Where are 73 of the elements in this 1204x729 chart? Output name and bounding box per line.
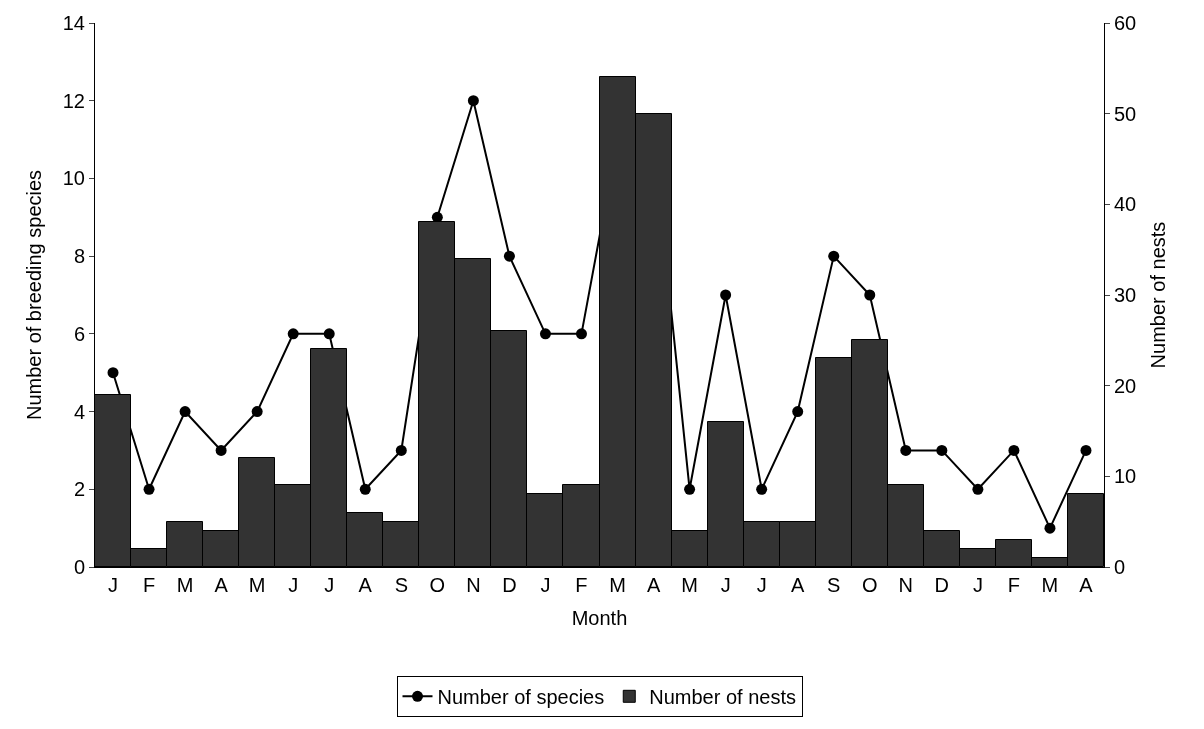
y-tick-label: 6: [73, 322, 85, 345]
point: [251, 406, 263, 418]
x-tick-label: A: [791, 574, 806, 596]
x-tick-label: O: [861, 574, 878, 596]
point: [828, 250, 840, 262]
y-tick-label: 4: [73, 400, 85, 423]
point: [179, 406, 191, 418]
y2-axis-title: Number of nests: [1146, 221, 1169, 369]
y2-tick-label: 60: [1114, 12, 1137, 34]
x-tick-label: F: [142, 574, 156, 596]
y-tick-label: 12: [62, 89, 85, 112]
x-tick-label: A: [1079, 574, 1094, 596]
y-tick-label: 14: [62, 12, 85, 34]
point: [1044, 522, 1056, 534]
y2-tick-label: 30: [1114, 284, 1137, 306]
x-tick-label: N: [898, 574, 914, 596]
x-tick-label: M: [176, 574, 194, 596]
x-tick-label: D: [502, 574, 517, 596]
x-tick-label: J: [288, 574, 299, 596]
x-tick-label: O: [429, 574, 446, 596]
point: [575, 328, 587, 340]
legend-label: Number of nests: [649, 686, 796, 709]
x-tick-label: S: [827, 574, 841, 596]
x-tick-label: J: [720, 574, 731, 596]
x-tick-label: M: [248, 574, 266, 596]
y2-tick-label: 10: [1114, 465, 1137, 488]
x-tick-label: S: [394, 574, 408, 596]
point: [900, 444, 912, 456]
y2-tick-label: 50: [1114, 102, 1137, 125]
x-tick-label: F: [1007, 574, 1021, 596]
point: [287, 328, 299, 340]
y2-tick-label: 0: [1114, 556, 1126, 578]
x-tick-label: J: [756, 574, 767, 596]
x-tick-label: M: [1041, 574, 1059, 596]
point: [684, 483, 696, 495]
y-tick-label: 10: [62, 167, 85, 190]
x-tick-label: D: [934, 574, 950, 596]
y-tick-label: 0: [73, 556, 85, 578]
point: [395, 444, 407, 456]
point: [143, 483, 155, 495]
x-tick-label: F: [575, 574, 588, 596]
point: [503, 250, 515, 262]
point: [756, 483, 768, 495]
point: [215, 444, 227, 456]
y2-tick-label: 40: [1114, 193, 1137, 216]
x-tick-label: A: [646, 574, 661, 596]
x-tick-label: J: [324, 574, 335, 596]
point: [720, 289, 732, 301]
y-tick-label: 2: [73, 478, 85, 501]
point: [1008, 444, 1020, 456]
x-axis-title: Month: [571, 606, 628, 629]
point: [972, 483, 984, 495]
y-tick-label: 8: [73, 245, 85, 268]
x-tick-label: M: [681, 574, 698, 596]
point: [107, 367, 119, 379]
legend-label: Number of species: [437, 686, 605, 709]
point: [323, 328, 335, 340]
point: [792, 406, 804, 418]
x-tick-label: J: [540, 574, 551, 596]
point: [359, 483, 371, 495]
x-tick-label: N: [466, 574, 481, 596]
point: [864, 289, 876, 301]
x-tick-label: J: [108, 574, 119, 596]
y-axis-title: Number of breeding species: [23, 169, 46, 421]
x-tick-label: M: [609, 574, 626, 596]
point: [936, 444, 948, 456]
x-tick-label: A: [214, 574, 229, 596]
point: [539, 328, 551, 340]
x-tick-label: A: [358, 574, 373, 596]
point: [467, 95, 479, 107]
y2-tick-label: 20: [1114, 374, 1137, 397]
x-tick-label: J: [972, 574, 983, 596]
point: [1080, 444, 1092, 456]
